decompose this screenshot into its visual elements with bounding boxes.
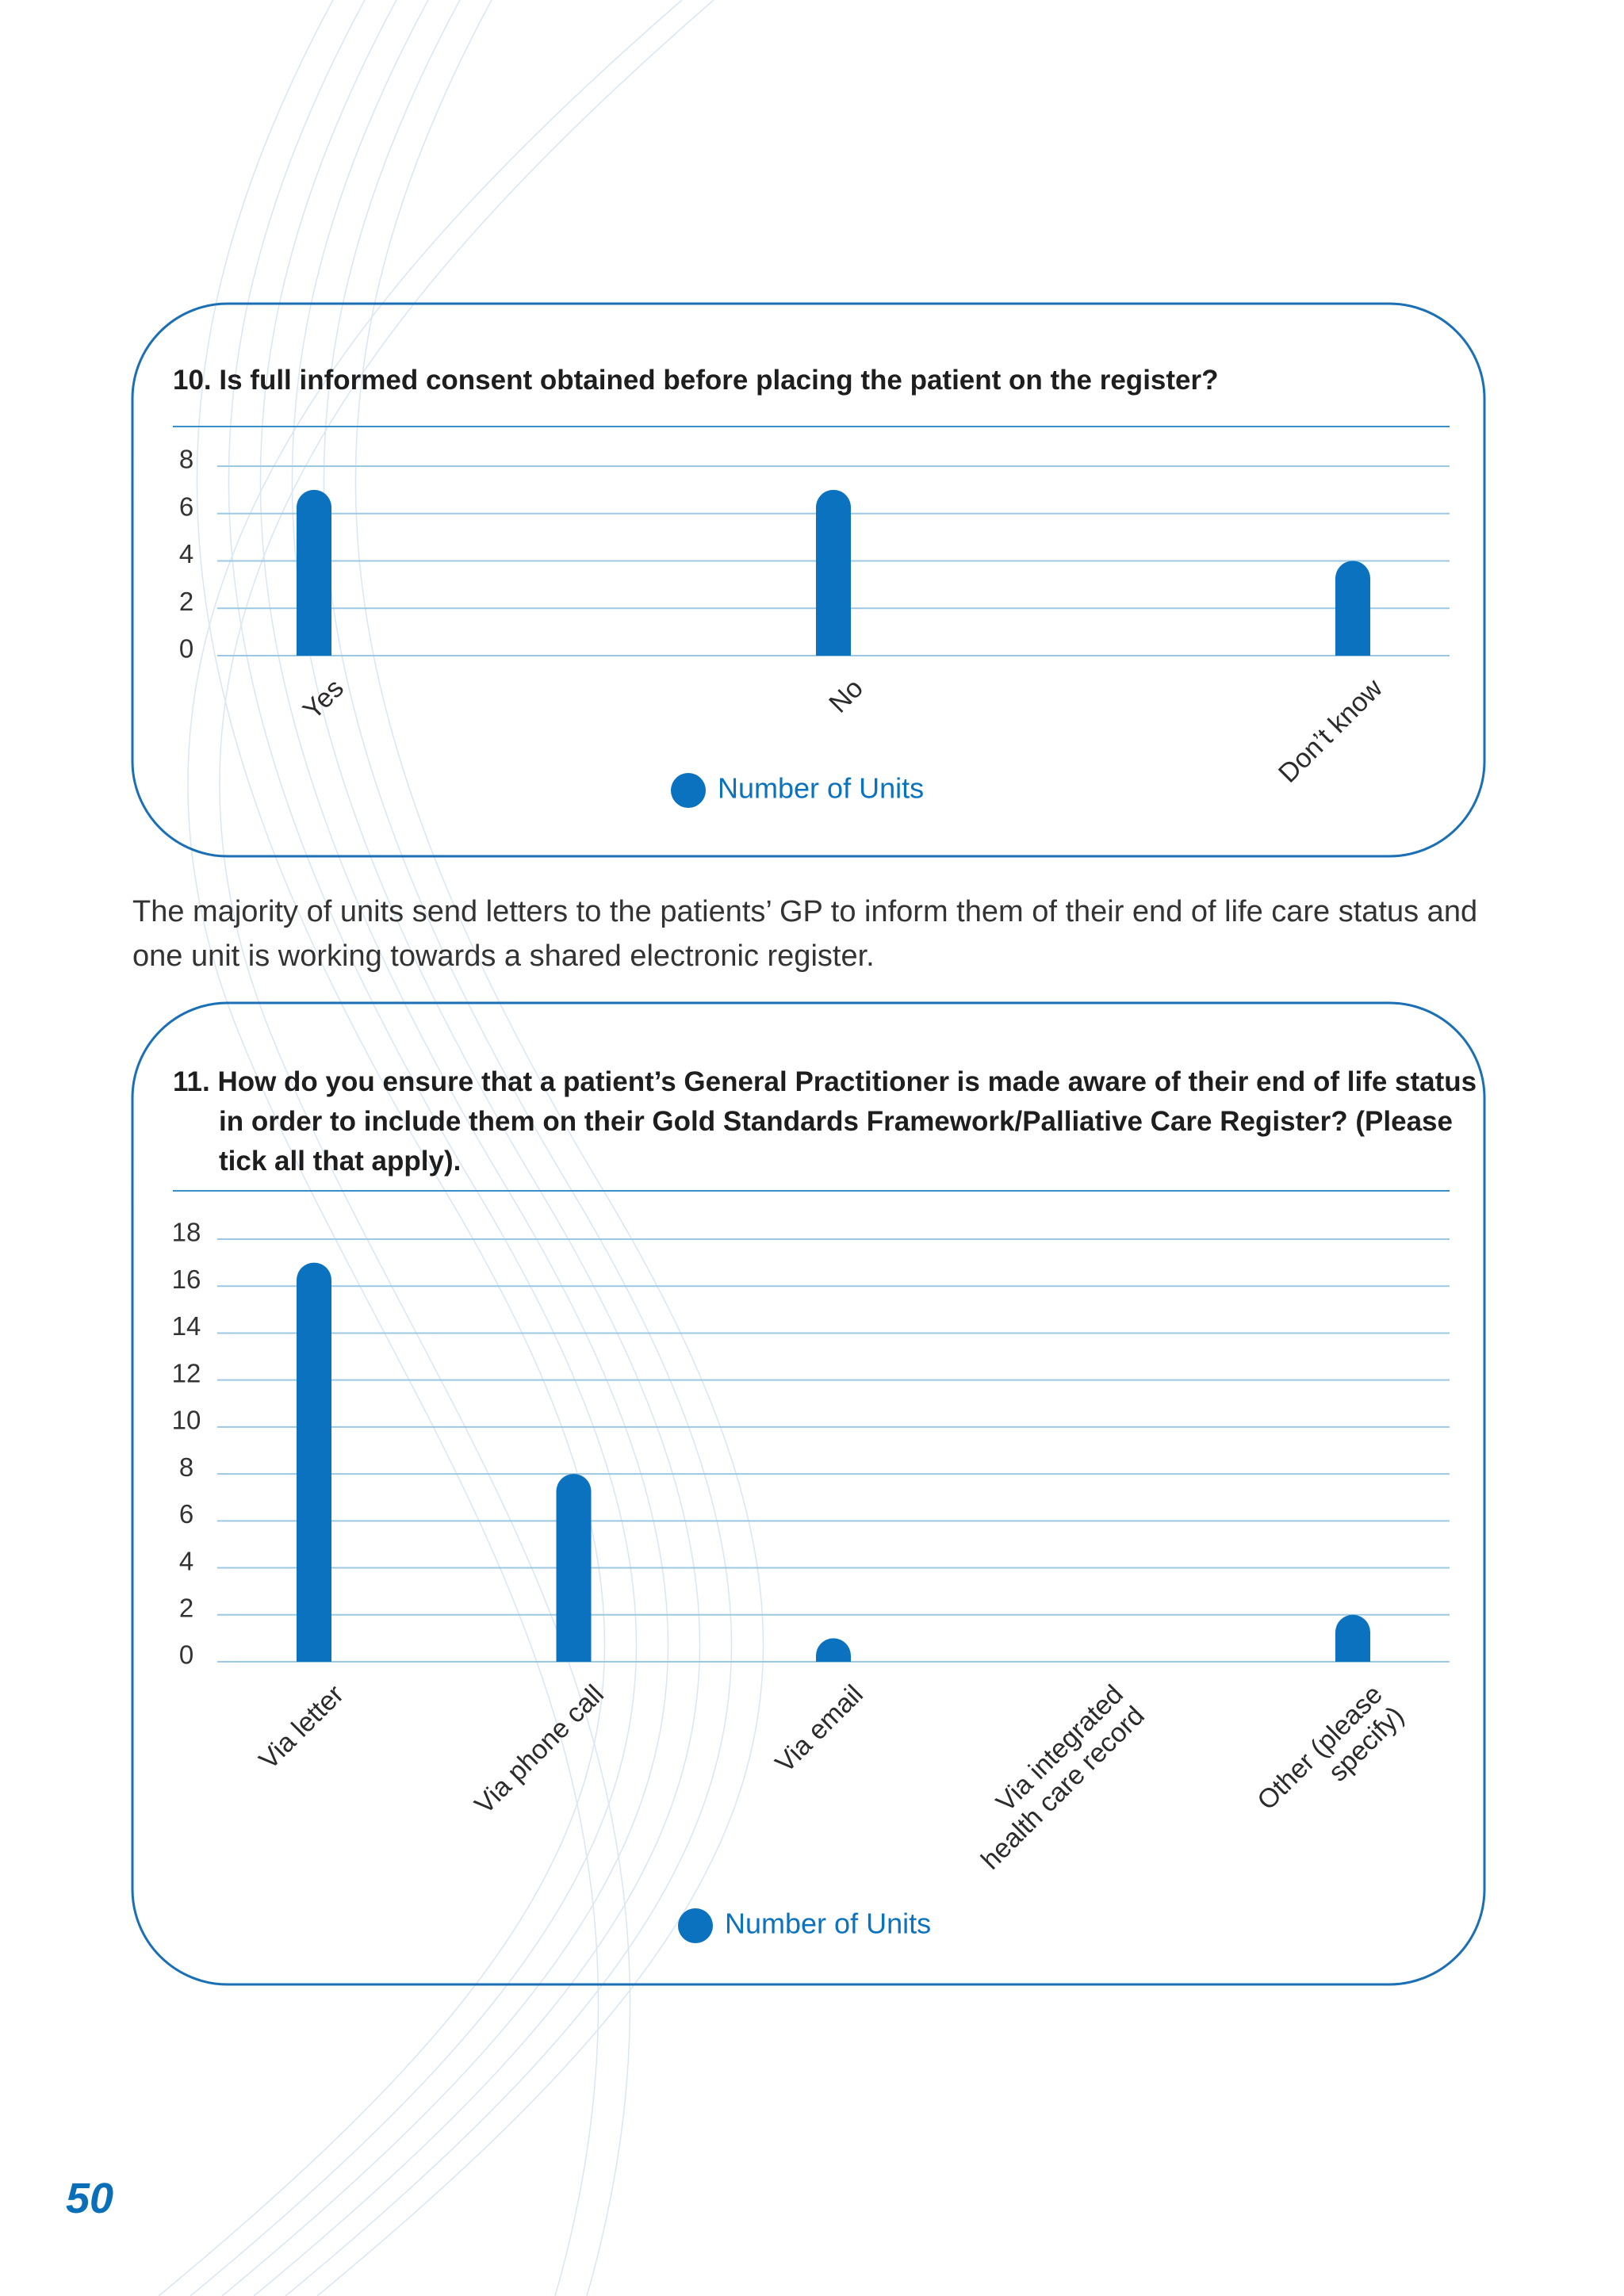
y-tick-label: 4 [179,539,193,568]
y-tick-label: 10 [172,1406,201,1435]
chart-frame [131,302,1486,858]
y-tick-label: 2 [179,587,193,616]
paragraph: The majority of units send letters to th… [132,895,1478,973]
y-tick-label: 8 [179,1452,193,1482]
y-tick-label: 2 [179,1593,193,1622]
y-tick-label: 8 [179,445,193,474]
bar [556,1474,592,1662]
bar [816,489,851,656]
legend-marker [678,1908,713,1943]
bar [1335,1614,1370,1662]
y-tick-label: 12 [172,1358,201,1387]
bar [297,1262,331,1662]
legend-label: Number of Units [718,772,924,805]
y-tick-label: 18 [172,1218,201,1247]
bar [1335,561,1370,656]
chart-title: 11. How do you ensure that a patient’s G… [173,1066,1477,1177]
legend-marker [671,773,706,808]
bar [816,1638,851,1662]
chart-title: 10. Is full informed consent obtained be… [173,365,1219,396]
page-number: 50 [66,2175,114,2222]
y-tick-label: 0 [179,1640,193,1670]
y-tick-label: 16 [172,1265,201,1294]
y-tick-label: 6 [179,1499,193,1529]
bar [297,489,331,656]
y-tick-label: 14 [172,1311,201,1341]
y-tick-label: 0 [179,634,193,664]
chart-frame [131,1001,1486,1986]
y-tick-label: 6 [179,492,193,521]
y-tick-label: 4 [179,1546,193,1575]
legend-label: Number of Units [725,1908,931,1940]
